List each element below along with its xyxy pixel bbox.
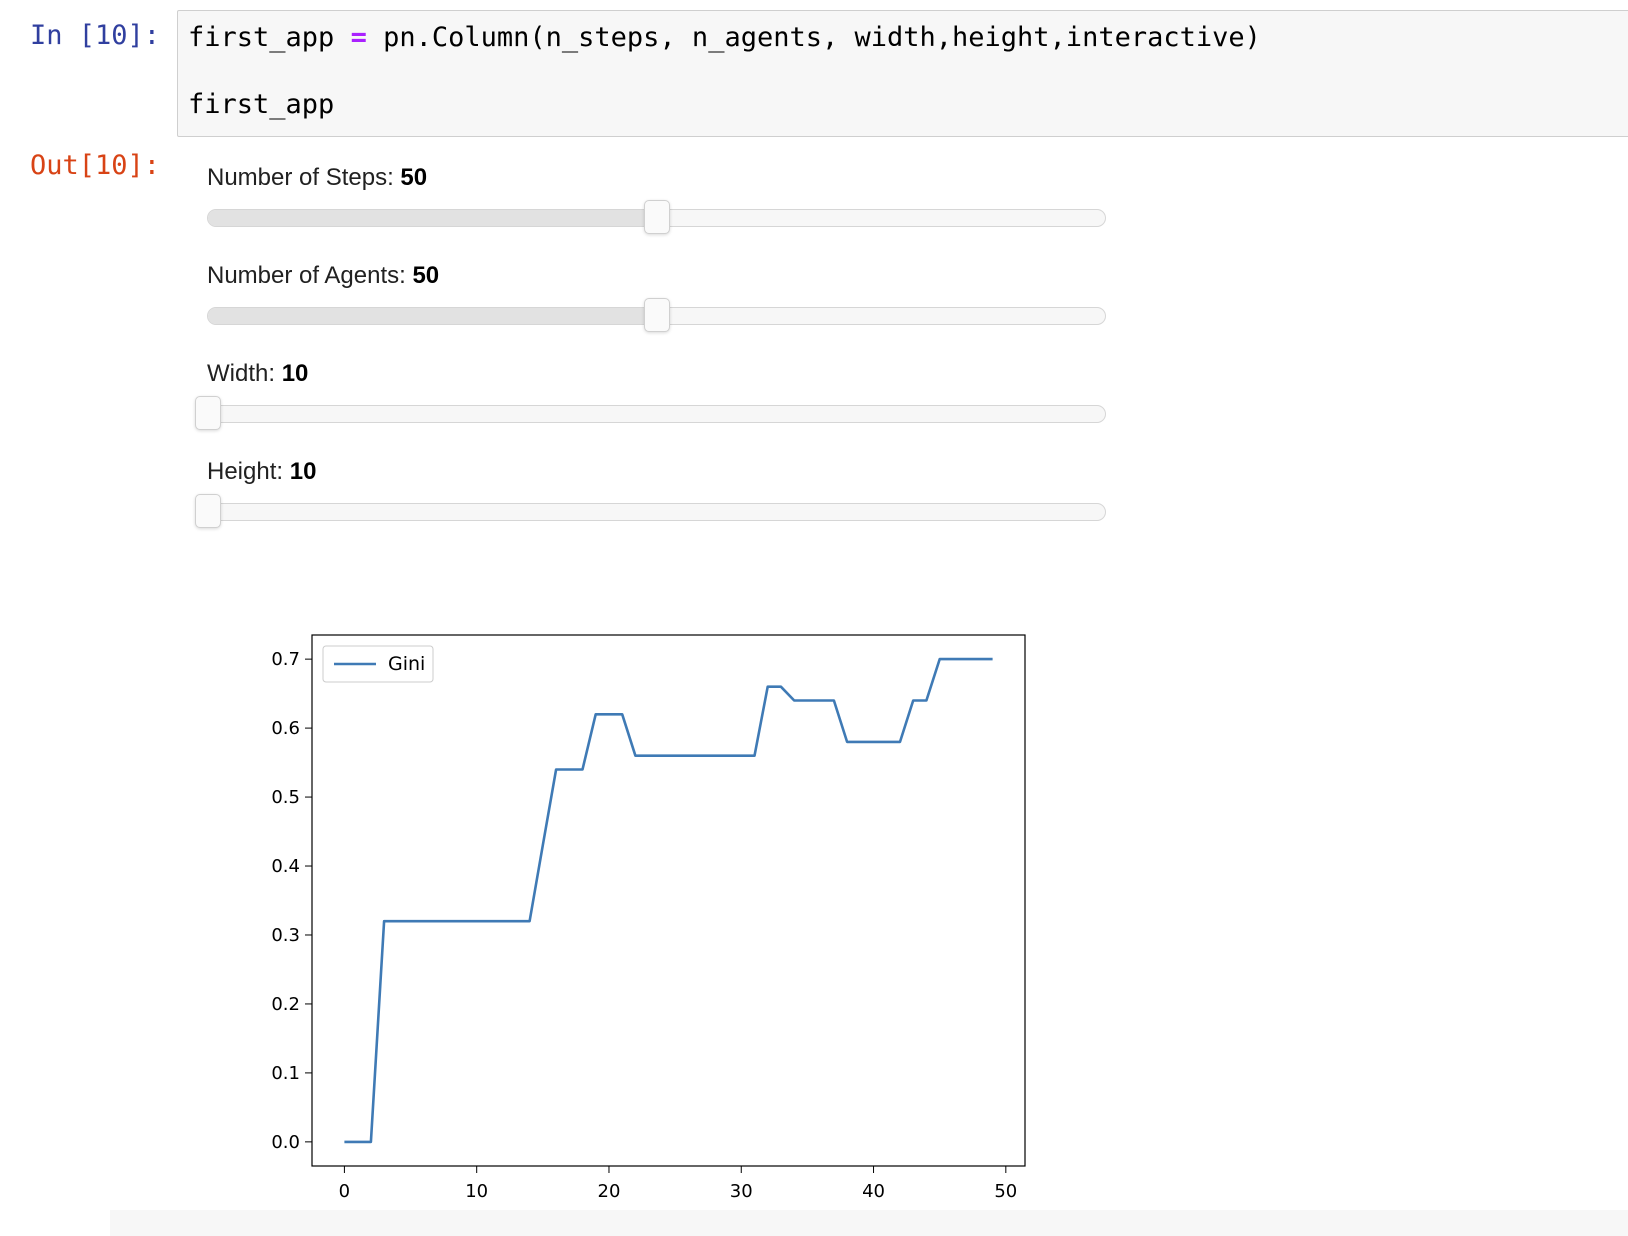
height-slider[interactable] xyxy=(195,494,1106,528)
agents-slider-fill xyxy=(208,308,657,324)
width-slider-handle[interactable] xyxy=(195,396,221,430)
width-slider-label: Width: 10 xyxy=(207,360,308,388)
y-tick-label: 0.6 xyxy=(271,718,300,739)
code-cell[interactable]: first_app = pn.Column(n_steps, n_agents,… xyxy=(177,10,1628,137)
x-tick-label: 20 xyxy=(598,1181,621,1202)
code-operator: = xyxy=(350,22,367,53)
steps-value: 50 xyxy=(400,164,428,191)
width-slider[interactable] xyxy=(195,396,1106,430)
plot-frame xyxy=(311,634,1026,1167)
steps-slider-handle[interactable] xyxy=(643,200,670,234)
code-token: pn.Column(n_steps, n_agents, width,heigh… xyxy=(366,22,1261,53)
steps-slider-fill xyxy=(208,210,657,226)
code-line-2: first_app xyxy=(188,89,335,120)
code-line-1: first_app = pn.Column(n_steps, n_agents,… xyxy=(188,22,1261,53)
y-tick-label: 0.4 xyxy=(271,856,300,877)
height-slider-handle[interactable] xyxy=(195,494,221,528)
legend-box xyxy=(322,645,434,683)
y-tick-label: 0.2 xyxy=(271,994,300,1015)
x-tick-label: 40 xyxy=(862,1181,885,1202)
x-tick-label: 30 xyxy=(730,1181,753,1202)
y-tick-label: 0.0 xyxy=(271,1132,300,1153)
y-tick-label: 0.7 xyxy=(271,649,300,670)
y-tick-label: 0.3 xyxy=(271,925,300,946)
height-slider-label: Height: 10 xyxy=(207,458,316,486)
code-token: first_app xyxy=(188,22,351,53)
output-prompt: Out[10]: xyxy=(30,150,161,181)
agents-value: 50 xyxy=(412,262,440,289)
width-value: 10 xyxy=(281,360,309,387)
steps-slider[interactable] xyxy=(207,200,1106,234)
steps-label-text: Number of Steps: xyxy=(207,164,401,191)
legend-label-gini: Gini xyxy=(388,653,425,675)
height-value: 10 xyxy=(289,458,317,485)
height-label-text: Height: xyxy=(207,458,290,485)
x-tick-label: 0 xyxy=(339,1181,350,1202)
agents-slider[interactable] xyxy=(207,298,1106,332)
agents-slider-handle[interactable] xyxy=(643,298,670,332)
width-label-text: Width: xyxy=(207,360,282,387)
steps-slider-label: Number of Steps: 50 xyxy=(207,164,427,192)
x-tick-label: 50 xyxy=(994,1181,1017,1202)
series-line-gini xyxy=(344,657,993,1144)
agents-label-text: Number of Agents: xyxy=(207,262,413,289)
x-tick-label: 10 xyxy=(465,1181,488,1202)
cell-bottom-border xyxy=(110,1210,1628,1236)
input-prompt: In [10]: xyxy=(30,20,161,51)
y-tick-label: 0.5 xyxy=(271,787,300,808)
gini-line-chart: 0 10 20 30 40 50 0.0 0.1 0.2 0.3 0.4 0.5 0.6 0.7 Gini xyxy=(271,634,1026,1202)
y-tick-label: 0.1 xyxy=(271,1063,300,1084)
agents-slider-label: Number of Agents: 50 xyxy=(207,262,439,290)
